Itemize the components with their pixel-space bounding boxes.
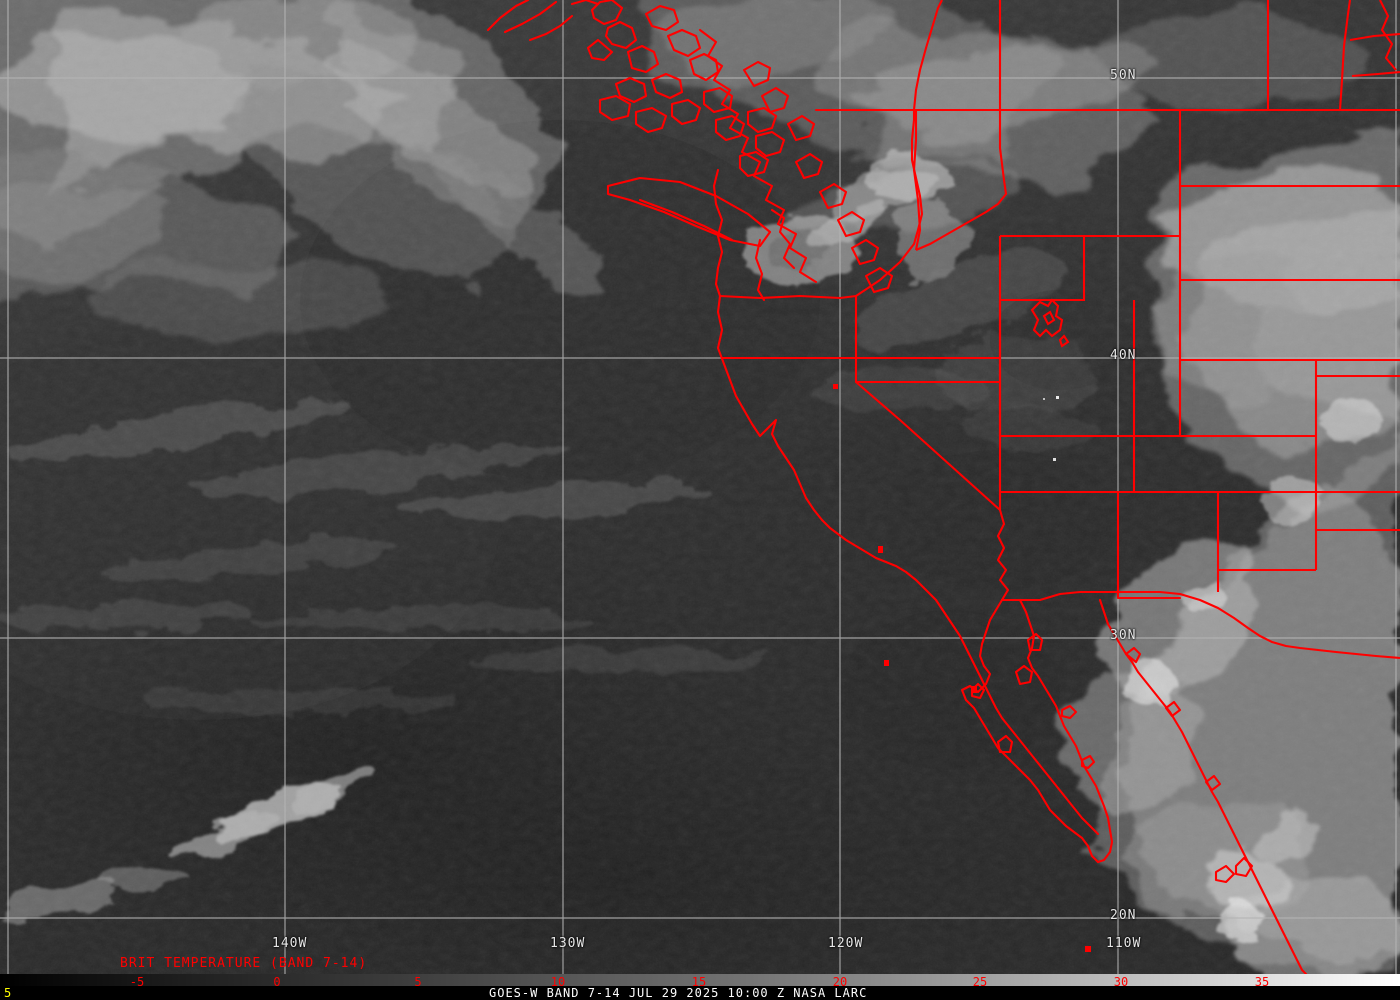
lat-label-50n: 50N	[1110, 68, 1137, 83]
lat-label-20n: 20N	[1110, 908, 1137, 923]
colorbar-tick--5: -5	[129, 975, 145, 989]
state-boundaries-overlay	[856, 0, 1400, 592]
colorbar-caption: BRIT TEMPERATURE (BAND 7-14)	[120, 956, 368, 971]
satellite-image-canvas[interactable]: 50N 40N 30N 20N 140W 130W 120W 110W BRIT…	[0, 0, 1400, 974]
status-product-label: GOES-W BAND 7-14 JUL 29 2025 10:00 Z NAS…	[489, 986, 868, 1000]
coastline-overlay	[486, 0, 1400, 974]
colorbar-tick-35: 35	[1254, 975, 1270, 989]
status-bar	[0, 986, 1400, 1000]
image-noise-fine	[0, 0, 1400, 974]
lon-label-110w: 110W	[1106, 936, 1142, 951]
colorbar-tick-30: 30	[1113, 975, 1129, 989]
lat-label-30n: 30N	[1110, 628, 1137, 643]
lon-label-120w: 120W	[828, 936, 864, 951]
corner-marker: 5	[4, 986, 12, 1000]
satellite-image-svg	[0, 0, 1400, 974]
colorbar-tick-15: 15	[691, 975, 707, 989]
lon-label-130w: 130W	[550, 936, 586, 951]
image-hot-pixels	[833, 384, 1091, 952]
lat-label-40n: 40N	[1110, 348, 1137, 363]
colorbar-tick-25: 25	[972, 975, 988, 989]
colorbar-tick-5: 5	[414, 975, 422, 989]
colorbar-tick-20: 20	[832, 975, 848, 989]
colorbar-tick-0: 0	[273, 975, 281, 989]
colorbar-gradient[interactable]	[0, 974, 1400, 986]
colorbar-tick-10: 10	[550, 975, 566, 989]
lon-label-140w: 140W	[272, 936, 308, 951]
